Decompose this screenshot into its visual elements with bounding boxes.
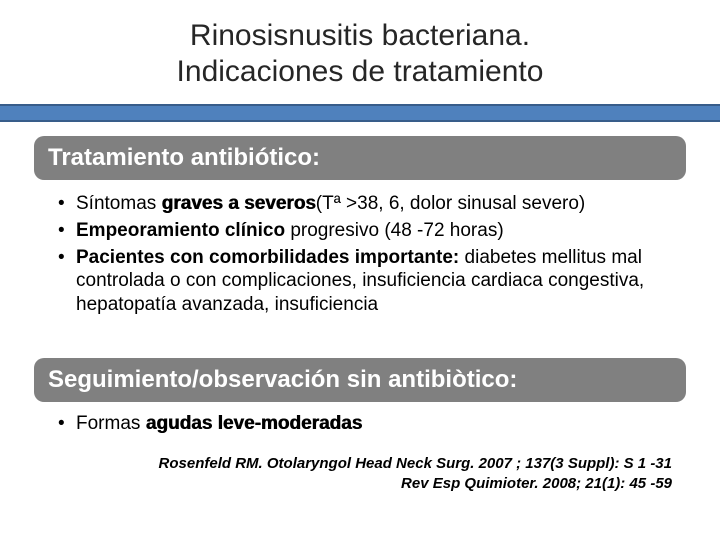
list-item: • Pacientes con comorbilidades important…: [58, 246, 676, 317]
list-item: • Empeoramiento clínico progresivo (48 -…: [58, 219, 676, 243]
text-bold: Pacientes con comorbilidades importante:: [76, 247, 459, 268]
reference-line: Rosenfeld RM. Otolaryngol Head Neck Surg…: [159, 454, 672, 474]
bullet-text: Empeoramiento clínico progresivo (48 -72…: [76, 219, 676, 243]
bullet-list-1: • Síntomas graves a severos(Tª >38, 6, d…: [34, 186, 686, 317]
text-bold: graves a severos: [162, 193, 316, 214]
references: Rosenfeld RM. Otolaryngol Head Neck Surg…: [159, 454, 672, 495]
content-area: Tratamiento antibiótico: • Síntomas grav…: [0, 122, 720, 317]
text-plain: progresivo (48 -72 horas): [285, 220, 504, 241]
bullet-text: Formas agudas leve-moderadas: [76, 412, 676, 436]
bullet-text: Síntomas graves a severos(Tª >38, 6, dol…: [76, 192, 676, 216]
text-bold: Empeoramiento clínico: [76, 220, 285, 241]
accent-bar: [0, 104, 720, 122]
title-line-2: Indicaciones de tratamiento: [40, 54, 680, 90]
bullet-text: Pacientes con comorbilidades importante:…: [76, 246, 676, 317]
text-bold: agudas leve-moderadas: [146, 413, 362, 434]
list-item: • Formas agudas leve-moderadas: [58, 412, 676, 436]
bullet-dot: •: [58, 246, 76, 317]
slide: Rinosisnusitis bacteriana. Indicaciones …: [0, 0, 720, 540]
title-line-1: Rinosisnusitis bacteriana.: [40, 18, 680, 54]
text-plain: (Tª >38, 6, dolor sinusal severo): [316, 193, 585, 214]
bullet-list-2: • Formas agudas leve-moderadas: [34, 406, 686, 439]
text-plain: Formas: [76, 413, 146, 434]
list-item: • Síntomas graves a severos(Tª >38, 6, d…: [58, 192, 676, 216]
bullet-dot: •: [58, 412, 76, 436]
section-header-2: Seguimiento/observación sin antibiòtico:: [34, 358, 686, 402]
title-block: Rinosisnusitis bacteriana. Indicaciones …: [0, 18, 720, 100]
section-header-1: Tratamiento antibiótico:: [34, 136, 686, 180]
reference-line: Rev Esp Quimioter. 2008; 21(1): 45 -59: [159, 474, 672, 494]
text-plain: Síntomas: [76, 193, 162, 214]
bullet-dot: •: [58, 192, 76, 216]
bullet-dot: •: [58, 219, 76, 243]
